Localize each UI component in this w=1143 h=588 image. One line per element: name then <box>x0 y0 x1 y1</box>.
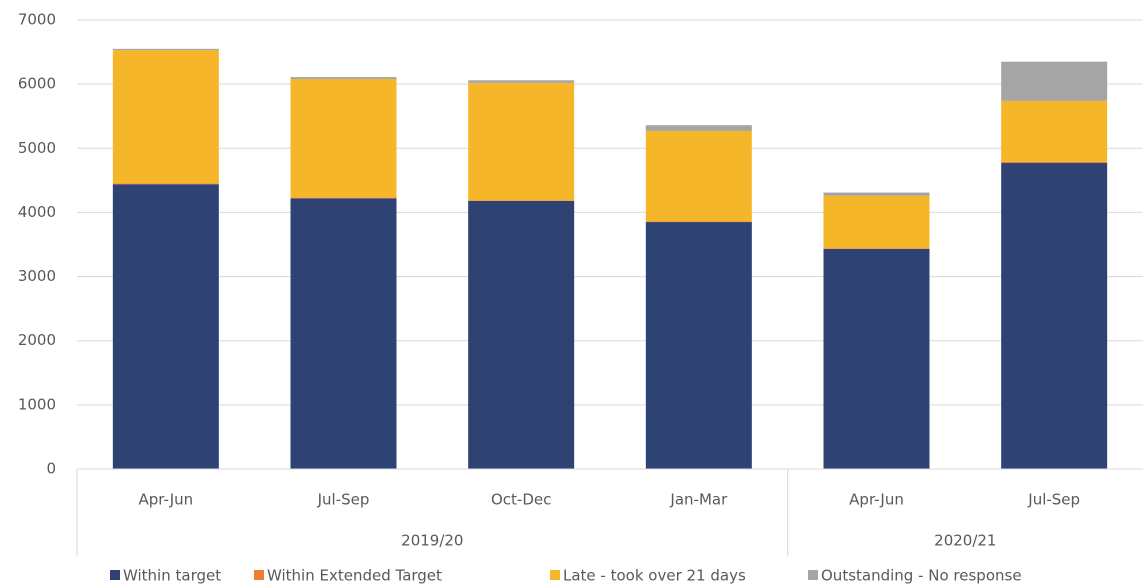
bar-segment <box>290 77 397 80</box>
bar-segment <box>468 80 575 83</box>
bar-segment <box>112 50 219 184</box>
legend-label: Outstanding - No response <box>821 567 1022 585</box>
bar-segment <box>645 130 752 222</box>
bar-segment <box>112 48 219 51</box>
bar-segment <box>290 198 397 469</box>
bar-segment <box>290 79 397 198</box>
bar-segment <box>645 222 752 469</box>
x-tick-label: Apr-Jun <box>849 491 904 509</box>
x-tick-label: Jan-Mar <box>669 491 728 509</box>
legend-swatch <box>254 570 264 580</box>
y-tick-label: 5000 <box>18 139 56 157</box>
y-tick-label: 1000 <box>18 395 56 413</box>
x-tick-label: Jul-Sep <box>1027 491 1080 509</box>
bar-segment <box>645 221 752 223</box>
bar-segment <box>823 248 930 249</box>
legend-label: Within Extended Target <box>267 567 442 585</box>
x-tick-label: Oct-Dec <box>491 491 551 509</box>
bar-segment <box>468 82 575 201</box>
bar-segment <box>823 195 930 249</box>
bar-segment <box>468 200 575 469</box>
bar-segment <box>1001 163 1108 469</box>
legend-swatch <box>550 570 560 580</box>
bar-segment <box>1001 61 1108 101</box>
y-tick-label: 4000 <box>18 203 56 221</box>
bar-segment <box>823 248 930 469</box>
bar-segment <box>290 197 397 199</box>
legend-label: Late - took over 21 days <box>563 567 746 585</box>
legend-label: Within target <box>123 567 221 585</box>
bar-segment <box>112 184 219 469</box>
bar-segment <box>1001 161 1108 164</box>
legend-swatch <box>110 570 120 580</box>
x-tick-label: Jul-Sep <box>317 491 370 509</box>
group-label: 2019/20 <box>401 532 463 550</box>
bar-segment <box>645 125 752 131</box>
bar-segment <box>112 183 219 185</box>
x-tick-label: Apr-Jun <box>138 491 193 509</box>
y-tick-label: 2000 <box>18 331 56 349</box>
y-tick-label: 6000 <box>18 75 56 93</box>
bar-segment <box>468 200 575 201</box>
bar-segment <box>1001 100 1108 162</box>
group-label: 2020/21 <box>934 532 996 550</box>
bar-segment <box>823 192 930 196</box>
y-tick-label: 0 <box>46 460 56 478</box>
y-tick-label: 3000 <box>18 267 56 285</box>
y-tick-label: 7000 <box>18 11 56 29</box>
legend-swatch <box>808 570 818 580</box>
